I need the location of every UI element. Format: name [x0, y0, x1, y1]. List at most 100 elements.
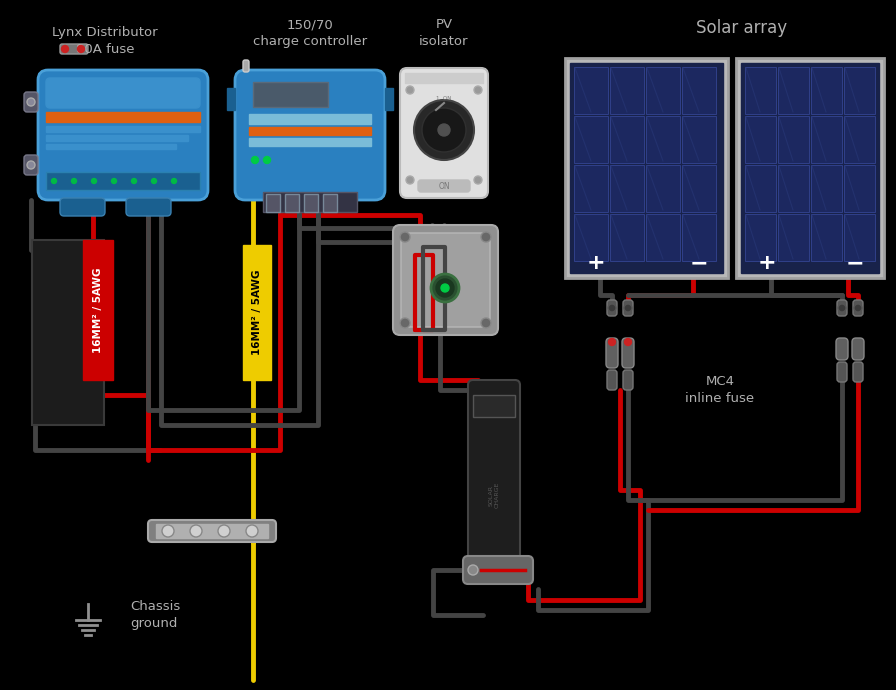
- Circle shape: [51, 179, 56, 184]
- Circle shape: [406, 86, 414, 94]
- Bar: [745, 116, 776, 163]
- Bar: [253, 82, 328, 107]
- Circle shape: [468, 565, 478, 575]
- Bar: [682, 116, 716, 163]
- Text: 16MM² / 5AWG: 16MM² / 5AWG: [252, 269, 262, 355]
- Bar: [844, 214, 875, 261]
- Text: Lynx Distributor: Lynx Distributor: [52, 26, 158, 39]
- Text: PV
isolator: PV isolator: [419, 18, 469, 48]
- Text: +: +: [587, 253, 606, 273]
- Bar: [574, 67, 608, 114]
- Circle shape: [62, 46, 68, 52]
- Bar: [610, 116, 644, 163]
- Bar: [610, 214, 644, 261]
- Text: +: +: [758, 253, 777, 273]
- Bar: [646, 67, 680, 114]
- Bar: [243, 245, 271, 380]
- Circle shape: [438, 124, 450, 136]
- Circle shape: [474, 176, 482, 184]
- Circle shape: [77, 46, 84, 52]
- Bar: [405, 73, 483, 83]
- Bar: [778, 165, 809, 212]
- Text: −: −: [846, 253, 865, 273]
- FancyBboxPatch shape: [418, 180, 470, 192]
- Bar: [646, 165, 680, 212]
- Bar: [811, 67, 842, 114]
- FancyBboxPatch shape: [837, 300, 847, 316]
- Circle shape: [400, 318, 410, 328]
- Bar: [682, 214, 716, 261]
- Circle shape: [481, 232, 491, 242]
- FancyBboxPatch shape: [126, 198, 171, 216]
- FancyBboxPatch shape: [606, 338, 618, 368]
- FancyBboxPatch shape: [852, 338, 864, 360]
- Bar: [646, 116, 680, 163]
- Circle shape: [162, 525, 174, 537]
- Circle shape: [151, 179, 157, 184]
- Circle shape: [27, 161, 35, 169]
- Circle shape: [111, 179, 116, 184]
- FancyBboxPatch shape: [607, 300, 617, 316]
- Bar: [574, 165, 608, 212]
- Circle shape: [481, 318, 491, 328]
- Text: 80A fuse: 80A fuse: [76, 43, 134, 55]
- Circle shape: [414, 100, 474, 160]
- Circle shape: [608, 304, 616, 312]
- Bar: [778, 67, 809, 114]
- FancyBboxPatch shape: [60, 198, 105, 216]
- Bar: [46, 112, 200, 122]
- Bar: [249, 138, 371, 146]
- Circle shape: [263, 157, 271, 164]
- Circle shape: [608, 339, 616, 346]
- Bar: [778, 214, 809, 261]
- Bar: [682, 67, 716, 114]
- Circle shape: [431, 274, 459, 302]
- FancyBboxPatch shape: [837, 362, 847, 382]
- FancyBboxPatch shape: [38, 70, 208, 200]
- Text: Chassis
ground: Chassis ground: [130, 600, 180, 630]
- FancyBboxPatch shape: [148, 520, 276, 542]
- Bar: [646, 214, 680, 261]
- Bar: [249, 127, 371, 135]
- Bar: [32, 240, 104, 425]
- Bar: [745, 214, 776, 261]
- FancyBboxPatch shape: [243, 60, 249, 72]
- Bar: [844, 67, 875, 114]
- Bar: [610, 67, 644, 114]
- Circle shape: [474, 86, 482, 94]
- Circle shape: [625, 339, 632, 346]
- Circle shape: [171, 179, 177, 184]
- Circle shape: [132, 179, 136, 184]
- FancyBboxPatch shape: [607, 370, 617, 390]
- FancyBboxPatch shape: [853, 300, 863, 316]
- Text: Solar array: Solar array: [696, 19, 788, 37]
- Circle shape: [436, 279, 454, 297]
- Bar: [249, 114, 371, 124]
- Bar: [610, 165, 644, 212]
- Bar: [811, 165, 842, 212]
- Bar: [741, 63, 879, 273]
- Bar: [304, 194, 318, 212]
- FancyBboxPatch shape: [46, 78, 200, 108]
- FancyBboxPatch shape: [468, 380, 520, 570]
- Text: SOLAR
CHARGE: SOLAR CHARGE: [488, 482, 499, 509]
- Bar: [83, 240, 113, 380]
- Bar: [745, 165, 776, 212]
- FancyBboxPatch shape: [393, 225, 498, 335]
- Circle shape: [218, 525, 230, 537]
- Text: MC4
inline fuse: MC4 inline fuse: [685, 375, 754, 405]
- Circle shape: [422, 108, 466, 152]
- Bar: [844, 116, 875, 163]
- Bar: [811, 214, 842, 261]
- Bar: [156, 524, 268, 538]
- FancyBboxPatch shape: [235, 70, 385, 200]
- Bar: [473, 395, 515, 417]
- FancyBboxPatch shape: [60, 44, 88, 54]
- FancyBboxPatch shape: [623, 370, 633, 390]
- Circle shape: [27, 98, 35, 106]
- Circle shape: [624, 304, 632, 312]
- Circle shape: [91, 179, 97, 184]
- Bar: [46, 126, 200, 132]
- Circle shape: [252, 157, 259, 164]
- FancyBboxPatch shape: [401, 233, 490, 327]
